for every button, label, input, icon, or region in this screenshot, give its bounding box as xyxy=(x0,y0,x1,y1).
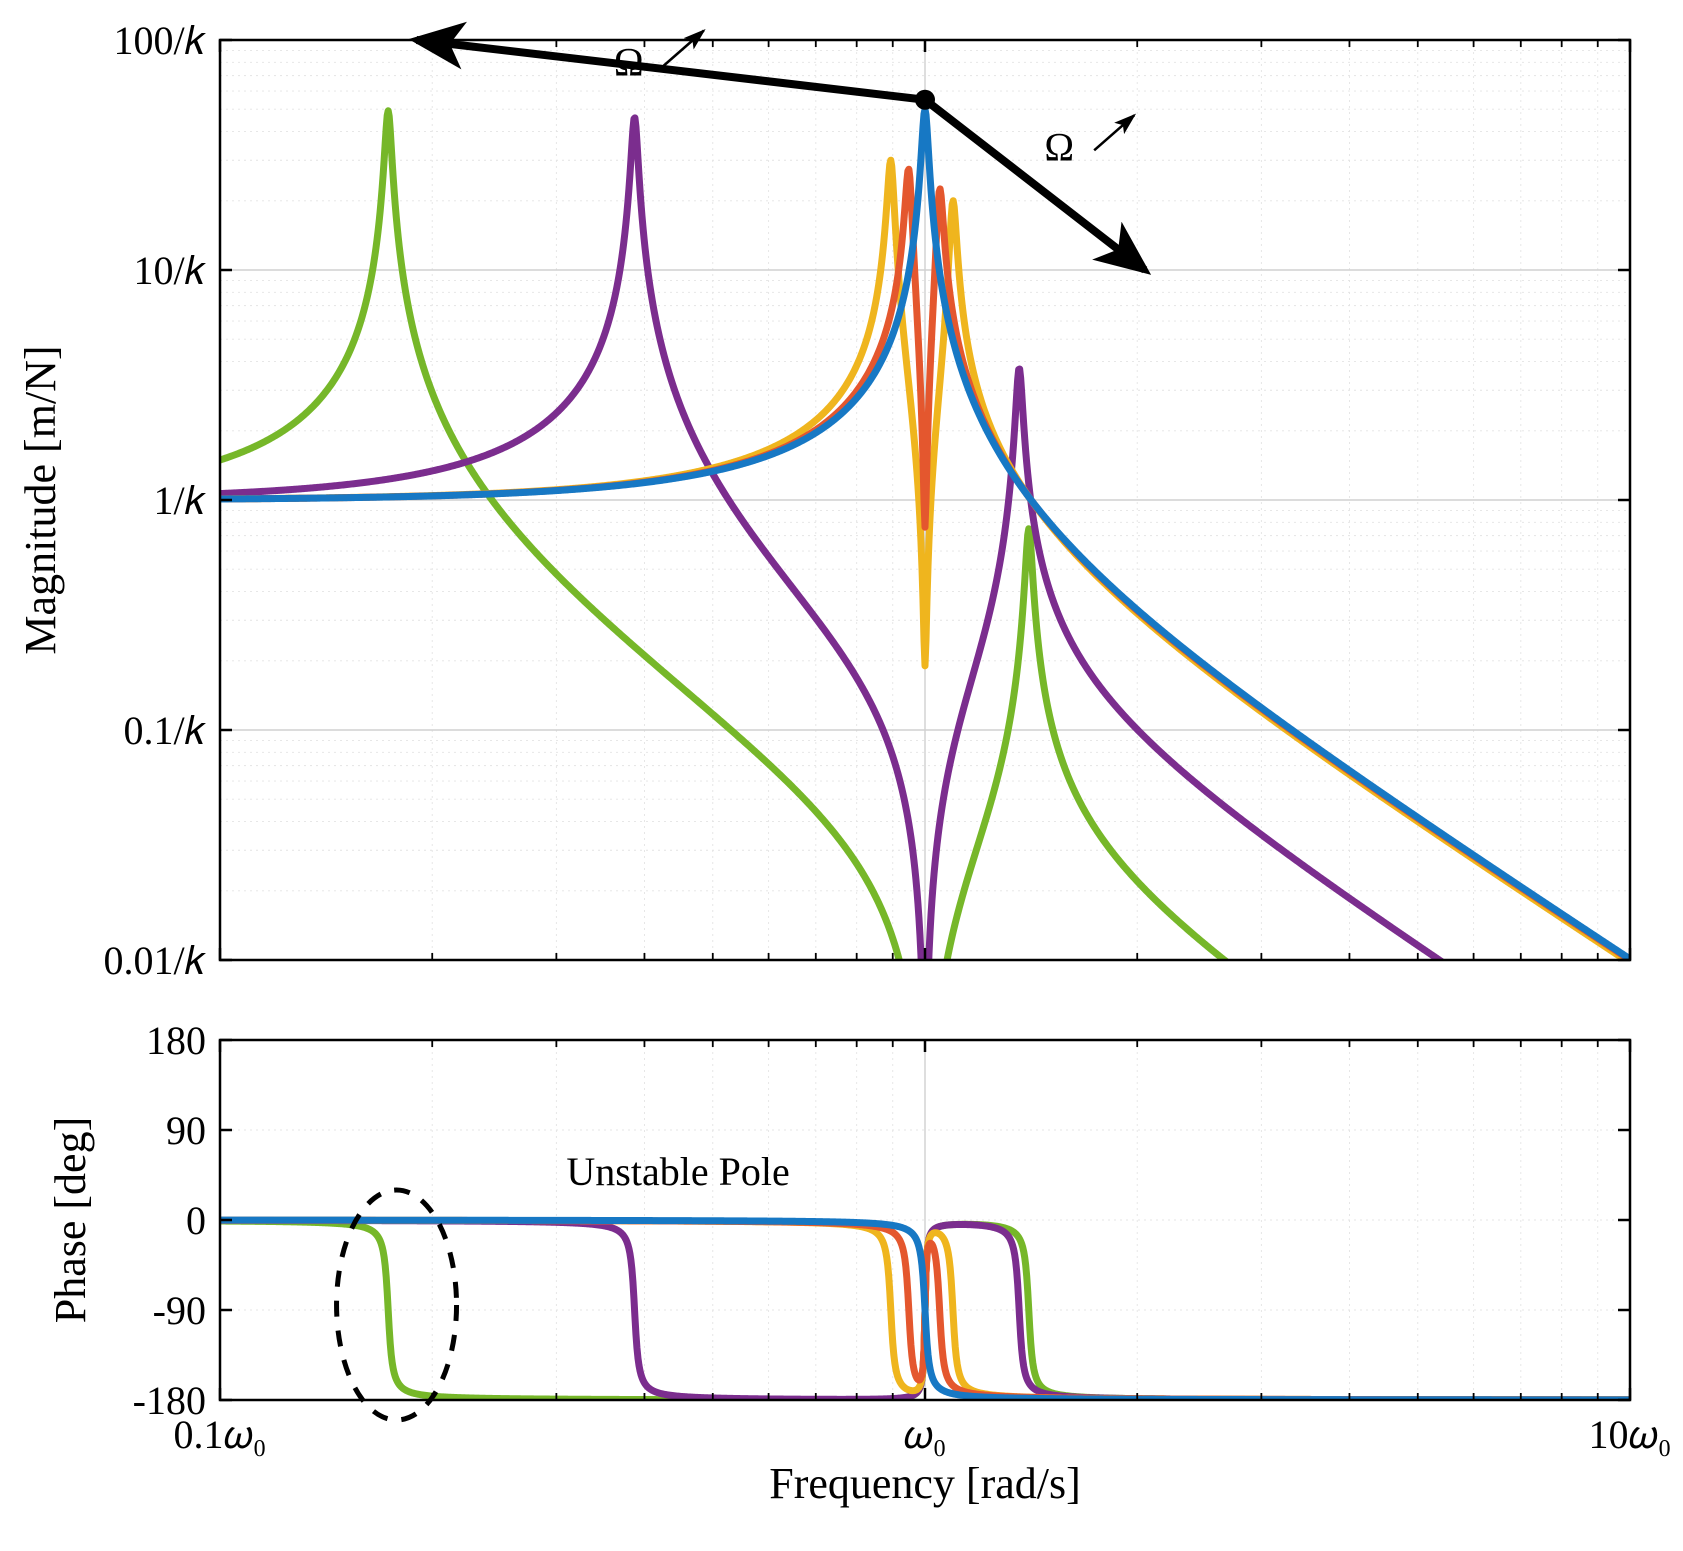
omega-annot: Ω xyxy=(1044,124,1074,169)
svg-text:180: 180 xyxy=(146,1018,206,1063)
svg-text:𝜔₀: 𝜔₀ xyxy=(903,1412,946,1457)
svg-text:10𝜔₀: 10𝜔₀ xyxy=(1588,1412,1671,1457)
svg-text:-90: -90 xyxy=(153,1288,206,1333)
svg-text:1/𝑘: 1/𝑘 xyxy=(154,478,207,523)
mag-ylabel: Magnitude [m/N] xyxy=(16,345,65,654)
svg-text:0.1𝜔₀: 0.1𝜔₀ xyxy=(173,1412,266,1457)
xlabel: Frequency [rad/s] xyxy=(769,1459,1081,1508)
svg-text:10/𝑘: 10/𝑘 xyxy=(134,248,207,293)
svg-text:90: 90 xyxy=(166,1108,206,1153)
svg-text:0.1/𝑘: 0.1/𝑘 xyxy=(124,708,207,753)
svg-text:100/𝑘: 100/𝑘 xyxy=(114,18,207,63)
phase-ylabel: Phase [deg] xyxy=(46,1117,95,1324)
unstable-pole-label: Unstable Pole xyxy=(566,1149,789,1194)
omega-arrow xyxy=(1094,115,1134,150)
bode-svg: 0.01/𝑘0.1/𝑘1/𝑘10/𝑘100/𝑘Magnitude [m/N]-1… xyxy=(0,0,1683,1551)
omega-arrow xyxy=(664,31,704,66)
svg-text:0.01/𝑘: 0.01/𝑘 xyxy=(104,938,207,983)
omega-annot: Ω xyxy=(614,40,644,85)
bode-figure: 0.01/𝑘0.1/𝑘1/𝑘10/𝑘100/𝑘Magnitude [m/N]-1… xyxy=(0,0,1683,1551)
svg-text:0: 0 xyxy=(186,1198,206,1243)
